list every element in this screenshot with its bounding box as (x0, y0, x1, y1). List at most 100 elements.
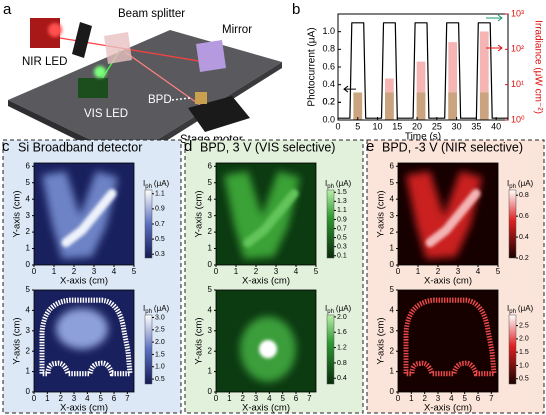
setup-illustration (8, 18, 282, 165)
map-frame (397, 162, 499, 266)
heatmap-key (425, 189, 481, 248)
x-tick-label: 3 (92, 267, 97, 276)
y-tick-label: 0.2 (322, 97, 335, 107)
colorbar-tick-label: 1.1 (337, 207, 347, 214)
x-tick-label: 5 (355, 121, 360, 131)
x-tick-label: 5 (314, 267, 319, 276)
arrow (171, 97, 191, 101)
colorbar-tick-label: 0.3 (337, 244, 347, 251)
x-tick-label: 6 (294, 394, 299, 403)
colorbar (508, 314, 517, 385)
y-axis-label: Y-axis (cm) (194, 317, 205, 364)
y-tick-label: 1.0 (322, 26, 335, 36)
y-tick-label: 1 (26, 244, 31, 253)
panel-title: BPD, -3 V (NIR selective) (382, 140, 523, 154)
colorbar-tick-label: 1.5 (155, 351, 165, 358)
heatmap-car (403, 297, 497, 377)
y-axis-label: Y-axis (cm) (12, 190, 23, 237)
colorbar-label-symbol: I (507, 304, 509, 313)
colorbar-tick-label: 1.5 (519, 349, 529, 356)
x-tick-label: 4 (267, 394, 272, 403)
panel-title: BPD, 3 V (VIS selective) (200, 140, 335, 154)
colorbar (144, 189, 153, 259)
y2-axis-label: Irradiance (μW cm⁻²) (532, 20, 543, 114)
y2-tick-label: 10³ (511, 8, 524, 18)
y-tick-label: 5 (208, 285, 213, 294)
x-tick-label: 3 (456, 267, 461, 276)
x-tick-label: 4 (85, 394, 90, 403)
bar (416, 92, 426, 120)
colorbar-label-subscript: ph (327, 184, 334, 190)
x-tick-label: 2 (422, 394, 427, 403)
colorbar-tick-label: 2.0 (155, 339, 165, 346)
colorbar-tick-label: 0.5 (155, 376, 165, 383)
y-tick-label: 0.6 (322, 61, 335, 71)
heatmap-v (224, 171, 300, 259)
colorbar (326, 189, 335, 259)
x-tick-label: 0 (396, 267, 401, 276)
x-tick-label: 6 (476, 394, 481, 403)
heatmap-image (216, 290, 316, 392)
x-tick-label: 3 (254, 394, 259, 403)
map-frame (33, 289, 135, 393)
y-tick-label: 4 (26, 306, 31, 315)
x-tick-label: 0 (214, 394, 219, 403)
setup-label: NIR LED (22, 56, 67, 68)
y-tick-label: 2 (26, 346, 31, 355)
arrow (486, 44, 503, 52)
panel-label: e (366, 138, 374, 155)
colorbar-tick-label: 0.2 (519, 255, 529, 262)
map-frame (397, 289, 499, 393)
y-tick-label: 5 (390, 285, 395, 294)
colorbar-label-subscript: ph (145, 309, 152, 315)
y-tick-label: 1 (390, 367, 395, 376)
x-tick-label: 3 (72, 394, 77, 403)
colorbar-label-symbol: I (143, 179, 145, 188)
x-tick-label: 5 (462, 394, 467, 403)
x-tick-label: 4 (112, 267, 117, 276)
map-frame (215, 162, 317, 266)
beam (124, 51, 201, 106)
x-axis-label: X-axis (cm) (424, 276, 472, 287)
x-tick-label: 2 (72, 267, 77, 276)
x-axis-label: X-axis (cm) (60, 276, 108, 287)
y-axis-label: Y-axis (cm) (194, 190, 205, 237)
setup-label: BPD (148, 94, 172, 106)
bar (416, 61, 426, 120)
x-axis-label: X-axis (cm) (60, 403, 108, 414)
panel-title: Si Broadband detector (18, 140, 142, 154)
y-axis-label: Y-axis (cm) (376, 190, 387, 237)
x-tick-label: 7 (307, 394, 312, 403)
photocurrent-line (338, 22, 508, 119)
x-axis-label: Time (s) (405, 132, 441, 143)
x-tick-label: 4 (294, 267, 299, 276)
colorbar-tick-label: 2.5 (519, 322, 529, 329)
arrow (343, 85, 356, 93)
y-axis-label: Y-axis (cm) (12, 317, 23, 364)
y-tick-label: 6 (208, 161, 213, 170)
colorbar-tick-label: 0.9 (155, 206, 165, 213)
y-tick-label: 0 (208, 260, 213, 269)
y-tick-label: 2 (26, 227, 31, 236)
x-tick-label: 25 (432, 121, 442, 131)
x-tick-label: 2 (240, 394, 245, 403)
heatmap-key (61, 189, 117, 248)
heatmap-spot (259, 339, 277, 359)
setup-label: Mirror (222, 24, 252, 36)
x-tick-label: 7 (489, 394, 494, 403)
y-tick-label: 0.8 (322, 44, 335, 54)
beam-splitter (104, 32, 132, 64)
heatmap-bg (398, 290, 498, 392)
panel-label: c (2, 138, 10, 155)
colorbar-tick-label: 1.2 (337, 344, 347, 351)
y-tick-label: 4 (26, 194, 31, 203)
x-tick-label: 10 (373, 121, 383, 131)
y-tick-label: 1 (390, 244, 395, 253)
heatmap-car (39, 297, 133, 377)
panel-label: a (3, 1, 12, 18)
y-tick-label: 5 (390, 178, 395, 187)
heatmap-image (34, 290, 134, 392)
